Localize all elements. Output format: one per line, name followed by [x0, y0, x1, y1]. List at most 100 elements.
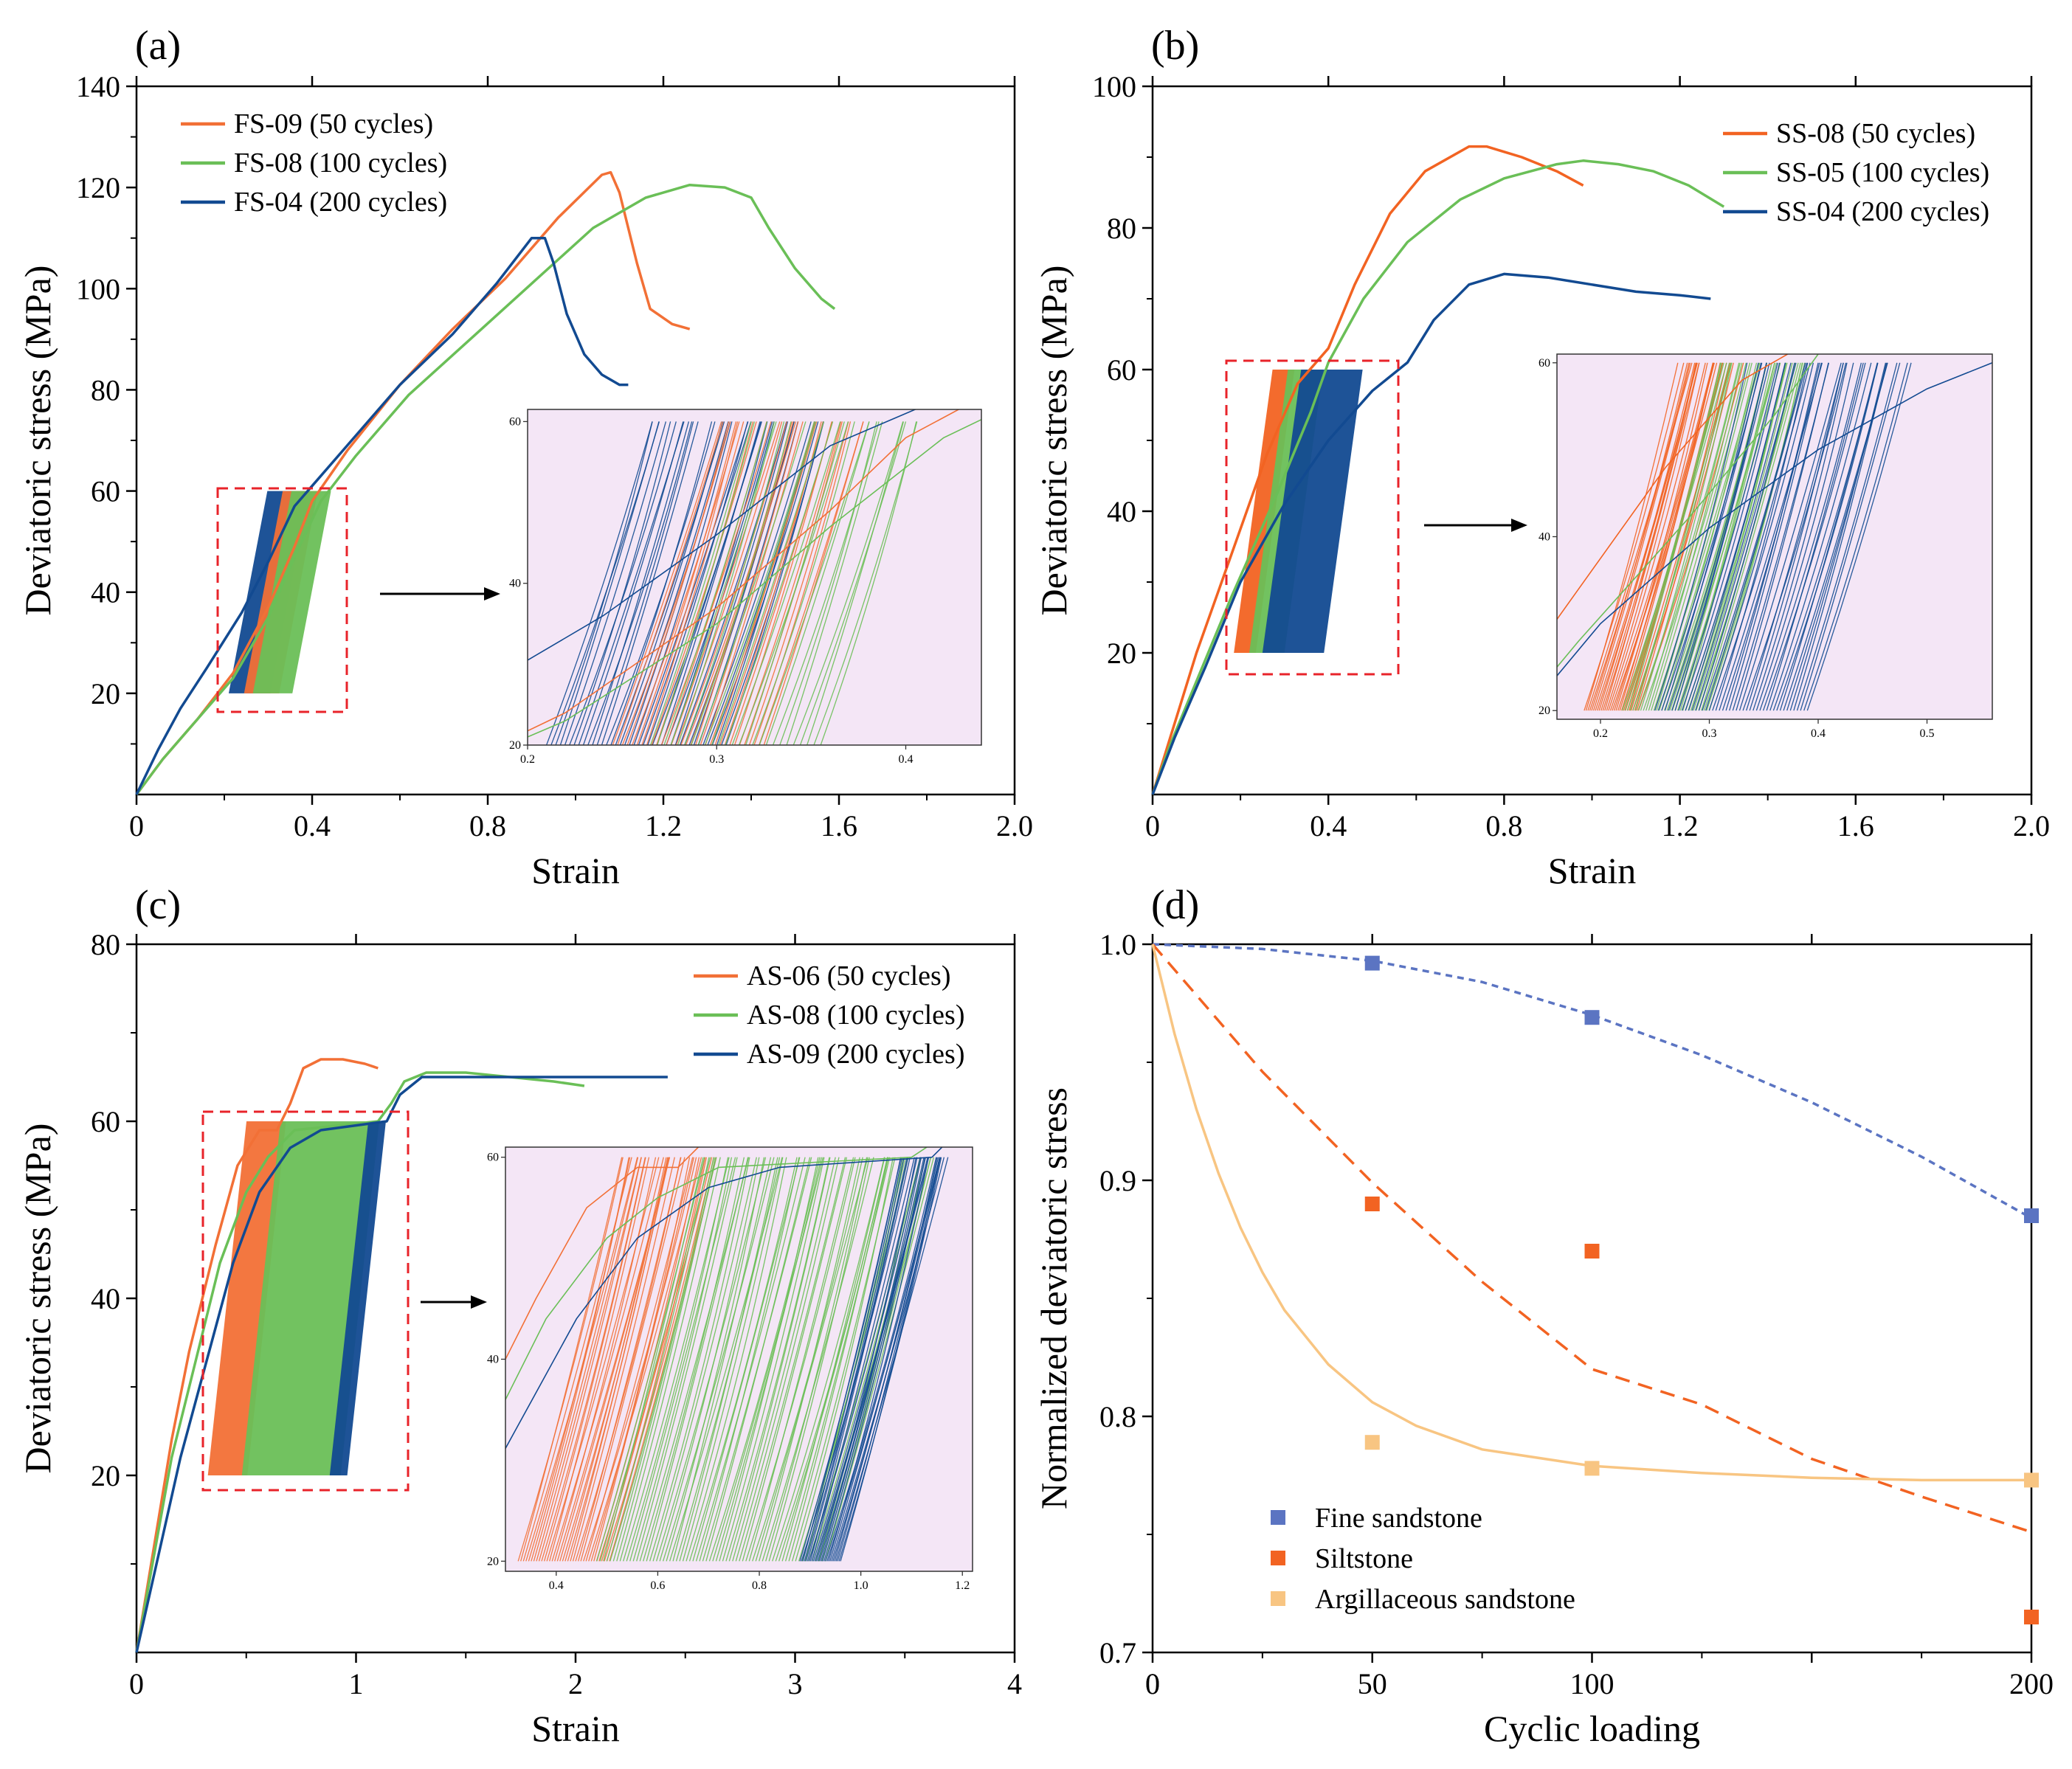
- x-tick-label: 0.8: [1485, 809, 1522, 842]
- inset-loop-orange: [604, 1157, 715, 1562]
- inset-loop-green: [824, 1157, 935, 1562]
- inset-y-tick-label: 20: [487, 1555, 499, 1568]
- panel-label: (b): [1151, 23, 1199, 69]
- inset-loop-green: [649, 1157, 750, 1562]
- inset: 0.4 0.6 0.8 1.0 1.2 20 40 60: [487, 1146, 973, 1592]
- inset-loop-orange: [593, 1157, 694, 1562]
- inset-loop-green: [795, 1157, 894, 1562]
- y-tick-label: 20: [1107, 637, 1136, 670]
- inset-loop-blue: [587, 421, 693, 745]
- legend-marker-fine: [1271, 1510, 1285, 1525]
- y-tick-label: 100: [1092, 70, 1136, 103]
- inset-loop-blue: [809, 1157, 909, 1562]
- inset-envelope-silt: [1557, 354, 1789, 620]
- inset-loop-blue: [1688, 362, 1786, 711]
- inset-envelope-blue: [1557, 361, 1992, 677]
- legend-label: FS-08 (100 cycles): [234, 148, 447, 179]
- inset-loop-blue: [812, 1157, 921, 1562]
- legend-label: AS-08 (100 cycles): [747, 1000, 964, 1031]
- legend-label: FS-04 (200 cycles): [234, 187, 447, 218]
- inset-loop-orange: [575, 1157, 682, 1562]
- legend-label: SS-05 (100 cycles): [1776, 157, 1989, 188]
- inset-loop-orange: [675, 421, 783, 745]
- inset-y-tick-label: 60: [1539, 357, 1550, 370]
- inset-loop-green: [1624, 362, 1722, 711]
- inset-loop-blue: [1736, 362, 1829, 711]
- x-tick-label: 100: [1570, 1667, 1615, 1700]
- inset-y-tick-label: 60: [487, 1152, 499, 1164]
- inset-loop-blue: [1715, 362, 1809, 711]
- inset-loop-blue: [1674, 362, 1770, 711]
- x-tick-label: 2.0: [996, 809, 1033, 842]
- inset-loop-green: [732, 1157, 836, 1562]
- inset-loop-blue: [1719, 362, 1823, 711]
- inset-loop-silt: [1606, 362, 1700, 711]
- inset-loop-blue: [802, 1157, 902, 1562]
- inset-loop-green: [704, 421, 815, 745]
- inset-loop-blue: [1769, 362, 1872, 711]
- inset-loop-silt: [1598, 362, 1696, 711]
- inset-loop-orange: [590, 1157, 691, 1562]
- inset-loop-green: [666, 1157, 765, 1562]
- inset-loop-blue: [647, 421, 748, 745]
- inset-loop-blue: [1698, 362, 1795, 711]
- inset-loop-green: [1645, 362, 1741, 711]
- inset-y-tick-label: 40: [487, 1354, 499, 1366]
- x-tick-label: 50: [1358, 1667, 1387, 1700]
- inset-loop-green: [807, 421, 905, 745]
- inset-loop-green: [663, 421, 768, 745]
- inset-loop-green: [778, 1157, 888, 1562]
- inset-loop-blue: [1749, 362, 1844, 711]
- inset-loop-orange: [546, 1157, 660, 1562]
- x-tick-label: 0: [1145, 1667, 1160, 1700]
- inset-loop-blue: [1654, 362, 1748, 711]
- inset-loop-green: [606, 1157, 710, 1562]
- inset-loop-silt: [1591, 362, 1688, 711]
- inset-x-tick-label: 1.2: [955, 1579, 970, 1592]
- inset-loop-blue: [1806, 362, 1912, 711]
- inset-loop-orange: [763, 421, 864, 745]
- inset-loop-orange: [705, 421, 804, 745]
- inset-loop-blue: [619, 421, 723, 745]
- inset-loop-blue: [1661, 362, 1762, 711]
- inset-loop-blue: [610, 421, 713, 745]
- x-axis-label: Strain: [1548, 850, 1636, 891]
- inset-loop-green: [686, 1157, 787, 1562]
- inset-loop-green: [1676, 362, 1781, 711]
- inset-x-tick-label: 0.4: [1811, 727, 1826, 740]
- inset-loop-blue: [818, 1157, 922, 1562]
- inset-loop-green: [679, 1157, 778, 1562]
- inset-loop-blue: [555, 421, 653, 745]
- y-axis-label: Deviatoric stress (MPa): [17, 1124, 58, 1474]
- x-tick-label: 0.4: [294, 809, 331, 842]
- y-tick-label: 40: [91, 576, 120, 609]
- fit-curve-silt: [1151, 943, 2032, 1534]
- inset-loop-green: [705, 1157, 811, 1562]
- inset-loop-blue: [633, 421, 733, 745]
- inset-loop-green: [1674, 362, 1775, 711]
- x-axis-label: Strain: [531, 850, 619, 891]
- x-tick-label: 0.8: [469, 809, 506, 842]
- inset-loop-green: [722, 1157, 825, 1562]
- inset-loop-green: [759, 421, 870, 745]
- inset-loop-orange: [636, 421, 737, 745]
- series-line-blue: [135, 236, 629, 795]
- inset-loop-orange: [646, 421, 745, 745]
- x-tick-label: 0: [1145, 809, 1160, 842]
- y-axis-label: Deviatoric stress (MPa): [1033, 266, 1074, 616]
- inset-loop-orange: [564, 1157, 667, 1562]
- x-tick-label: 0.4: [1310, 809, 1347, 842]
- inset-loop-green: [695, 1157, 806, 1562]
- fit-curve-argill: [1151, 944, 2031, 1482]
- x-tick-label: 0: [129, 1667, 144, 1700]
- y-tick-label: 140: [76, 70, 120, 103]
- inset-loop-green: [1690, 362, 1786, 711]
- inset-loop-green: [649, 421, 752, 745]
- inset-loop-blue: [1671, 362, 1767, 711]
- inset-loop-orange: [536, 1157, 642, 1562]
- inset-loop-green: [609, 1157, 714, 1562]
- inset-loop-green: [1634, 362, 1730, 711]
- inset: 0.2 0.3 0.4 0.5 20 40 60: [1539, 353, 1993, 740]
- inset-loop-green: [728, 1157, 831, 1562]
